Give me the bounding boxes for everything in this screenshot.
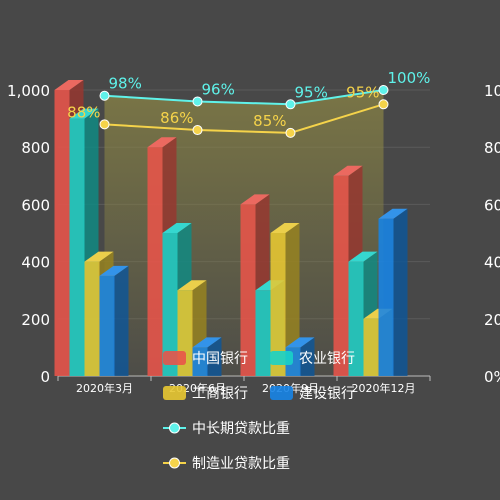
line-制造业贷款比重[interactable]: [104, 103, 384, 134]
y2-tick-label: 60%: [484, 196, 500, 214]
line-point[interactable]: [378, 99, 389, 110]
bar-top: [270, 223, 300, 233]
legend-item-建设银行[interactable]: 建设银行: [270, 386, 355, 402]
line-point[interactable]: [285, 127, 296, 138]
bar-front: [192, 347, 208, 376]
bar-front: [162, 233, 178, 376]
line-point[interactable]: [378, 85, 389, 95]
legend-item-制造业贷款比重[interactable]: 制造业贷款比重: [163, 456, 290, 472]
legend-label: 中长期贷款比重: [192, 421, 290, 437]
line-point[interactable]: [99, 119, 110, 130]
y-tick-label: 400: [21, 254, 50, 272]
y-tick-label: 1,000: [7, 82, 50, 100]
y2-tick-label: 100%: [484, 82, 500, 100]
bar-side: [393, 208, 408, 376]
line-data-label: 86%: [160, 109, 193, 127]
bar-front: [69, 118, 85, 376]
legend-swatch: [163, 351, 186, 365]
bar-front: [147, 147, 163, 376]
legend-item-农业银行[interactable]: 农业银行: [270, 351, 355, 367]
line-data-label: 100%: [388, 69, 431, 87]
legend-swatch: [270, 386, 293, 400]
bar-top: [240, 194, 270, 205]
bar-top: [99, 265, 129, 276]
bar-建设银行-2020年3月[interactable]: [99, 265, 129, 376]
bar-front: [333, 175, 349, 376]
legend-swatch: [270, 351, 293, 365]
data-labels: 98% 96% 95% 100% 88% 86% 85% 95%: [67, 69, 430, 130]
bar-top: [84, 251, 114, 262]
bar-side: [207, 337, 222, 376]
legend-marker: [169, 422, 180, 434]
bar-top: [54, 80, 84, 90]
bar-front: [378, 218, 394, 376]
line-data-label: 95%: [295, 83, 328, 101]
bar-top: [285, 337, 315, 348]
line-point[interactable]: [99, 90, 110, 101]
legend-label: 工商银行: [192, 386, 248, 402]
bars: [54, 80, 408, 376]
bar-front: [99, 275, 115, 376]
y2-tick-label: 40%: [484, 254, 500, 272]
lines: [99, 85, 389, 138]
legend-marker: [169, 457, 180, 469]
bar-top: [333, 165, 363, 176]
bar-top: [177, 280, 207, 291]
y-tick-label: 200: [21, 311, 50, 329]
legend-item-工商银行[interactable]: 工商银行: [163, 386, 248, 402]
bar-front: [348, 261, 364, 376]
y2-tick-label: 80%: [484, 139, 500, 157]
legend-swatch: [163, 386, 186, 400]
bar-front: [84, 261, 100, 376]
bar-front: [240, 204, 256, 376]
y2-tick-label: 20%: [484, 311, 500, 329]
bar-side: [285, 223, 300, 376]
x-tick-label: 2020年3月: [76, 381, 133, 395]
legend-label: 建设银行: [299, 386, 355, 402]
line-data-label: 96%: [202, 80, 235, 98]
legend-label: 中国银行: [192, 351, 248, 367]
bar-front: [363, 318, 379, 376]
x-tick-label: 2020年12月: [352, 381, 416, 395]
bar-建设银行-2020年12月[interactable]: [378, 208, 408, 376]
line-data-label: 98%: [109, 75, 142, 93]
bar-工商银行-2020年9月[interactable]: [270, 223, 300, 376]
bar-top: [162, 223, 192, 233]
line-data-label: 88%: [67, 103, 100, 121]
bar-top: [378, 208, 408, 219]
bar-top: [348, 251, 378, 262]
line-data-label: 85%: [253, 112, 286, 130]
bar-top: [69, 108, 99, 119]
bar-side: [300, 337, 315, 376]
y-tick-label: 600: [21, 196, 50, 214]
bar-top: [192, 337, 222, 348]
bar-建设银行-2020年6月[interactable]: [192, 337, 222, 376]
y2-tick-label: 0%: [484, 368, 500, 386]
legend-label: 制造业贷款比重: [192, 456, 290, 472]
bar-front: [54, 90, 70, 376]
line-中长期贷款比重[interactable]: [104, 89, 384, 106]
line-data-label: 95%: [346, 83, 379, 101]
legend-item-中国银行[interactable]: 中国银行: [163, 351, 248, 367]
legend-label: 农业银行: [299, 351, 355, 367]
y-tick-label: 800: [21, 139, 50, 157]
line-point[interactable]: [285, 99, 296, 110]
bar-top: [147, 137, 177, 148]
bar-front: [270, 233, 286, 376]
line-point[interactable]: [192, 125, 203, 136]
bar-front: [255, 290, 271, 376]
bar-side: [114, 265, 129, 376]
y-tick-label: 0: [40, 368, 50, 386]
line-point[interactable]: [192, 96, 203, 107]
legend-item-中长期贷款比重[interactable]: 中长期贷款比重: [163, 421, 290, 437]
